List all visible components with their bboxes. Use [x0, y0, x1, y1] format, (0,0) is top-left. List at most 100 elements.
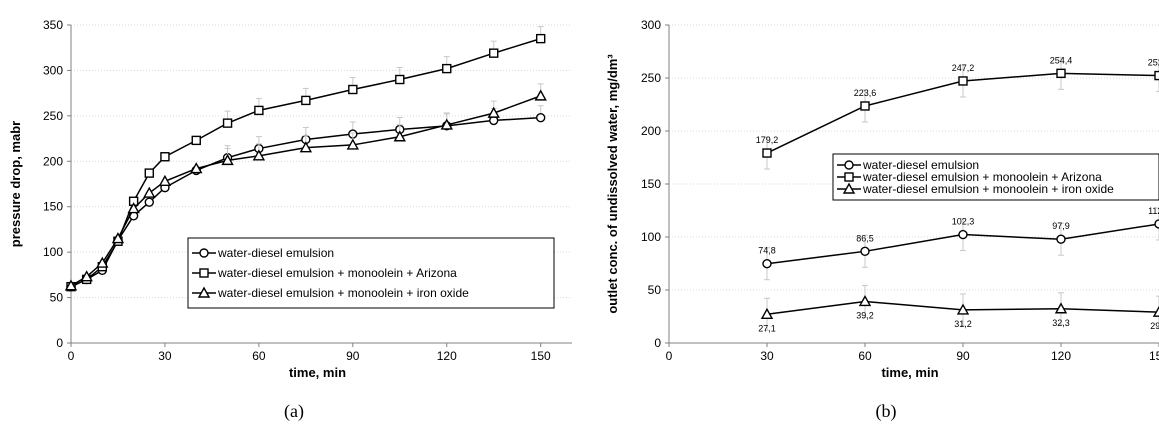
data-point-triangle [1152, 305, 1159, 317]
data-point-square [1056, 68, 1066, 79]
data-label: 39,2 [856, 310, 874, 320]
series-circle: 74,8 86,5 102,3 97,9 112,3 [758, 206, 1159, 281]
data-label: 32,3 [1052, 318, 1070, 328]
data-point-triangle [1054, 302, 1068, 314]
x-tick-label: 60 [858, 349, 872, 363]
data-point-triangle [190, 162, 203, 174]
legend-label: water-diesel emulsion + monoolein + Ariz… [862, 170, 1102, 184]
y-tick-label: 50 [648, 283, 662, 297]
legend-marker-triangle [842, 182, 856, 194]
data-point-square [348, 84, 358, 95]
y-tick-label: 250 [43, 109, 63, 123]
chart-panel-a: 0 50 100 150 200 250 300 350 0 30 60 90 120 150 time, … [8, 18, 572, 422]
x-tick-label: 90 [956, 349, 970, 363]
data-point-square [191, 135, 201, 146]
data-point-triangle [858, 295, 872, 307]
legend-marker-square [844, 172, 854, 182]
data-point-square [535, 33, 546, 44]
legend-entry: water-diesel emulsion + monoolein + iron… [837, 182, 1114, 196]
y-axis-title: outlet conc. of undissolved water, mg/dm… [605, 54, 620, 314]
data-point-triangle [393, 130, 406, 142]
y-tick-label: 0 [56, 336, 63, 350]
data-label: 179,2 [756, 135, 779, 145]
data-point-triangle [221, 153, 234, 166]
data-point-circle [958, 229, 968, 240]
data-point-triangle [158, 174, 172, 186]
data-point-circle [860, 246, 870, 257]
legend-entry: water-diesel emulsion + monoolein + Ariz… [837, 170, 1102, 184]
data-point-circle [1056, 234, 1066, 244]
legend-label: water-diesel emulsion + monoolein + iron… [217, 286, 469, 300]
series-square: 179,2 223,6 247,2 254,4 252,3 [756, 55, 1159, 170]
data-label: 223,6 [854, 88, 877, 98]
data-point-square [442, 63, 452, 74]
data-label: 252,3 [1148, 58, 1159, 68]
series-line [70, 95, 541, 287]
data-point-circle [762, 259, 772, 269]
data-label: 247,2 [952, 63, 975, 73]
data-point-triangle [440, 118, 453, 130]
legend-box [187, 237, 555, 309]
panel-caption: (b) [876, 401, 897, 422]
data-label: 86,5 [856, 233, 874, 243]
data-point-triangle [346, 138, 360, 150]
legend-entry: water-diesel emulsion + monoolein + iron… [192, 286, 469, 300]
data-point-triangle [299, 141, 313, 153]
data-point-square [222, 118, 233, 128]
legend-entry: water-diesel emulsion [837, 158, 979, 172]
y-tick-label: 50 [50, 291, 64, 305]
x-tick-label: 120 [1051, 349, 1071, 363]
legend-marker-triangle [197, 286, 211, 298]
x-tick-label: 150 [531, 349, 551, 363]
data-point-square [301, 95, 311, 106]
series-triangle: 27,1 39,2 31,2 32,3 29,1 [758, 284, 1159, 333]
data-point-circle [144, 197, 154, 207]
x-tick-label: 0 [666, 349, 673, 363]
data-point-triangle [96, 256, 109, 268]
legend-label: water-diesel emulsion + monoolein + iron… [862, 182, 1114, 196]
y-tick-label: 300 [43, 63, 63, 77]
data-point-square [489, 48, 499, 58]
series-line [70, 37, 541, 288]
y-tick-label: 300 [641, 18, 661, 32]
data-point-triangle [487, 106, 500, 118]
data-point-triangle [80, 270, 93, 282]
data-point-triangle [64, 279, 78, 291]
data-point-square [144, 168, 154, 178]
legend-marker-circle [199, 248, 209, 258]
x-tick-label: 30 [760, 349, 774, 363]
legend-label: water-diesel emulsion + monoolein + Ariz… [217, 266, 457, 280]
x-axis-title: time, min [881, 365, 938, 380]
x-tick-label: 150 [1149, 349, 1159, 363]
data-point-triangle [143, 186, 156, 198]
data-point-square [958, 76, 968, 86]
y-tick-label: 0 [654, 336, 661, 350]
x-tick-label: 30 [158, 349, 172, 363]
data-label: 29,1 [1150, 321, 1159, 331]
data-point-square [254, 105, 264, 116]
data-point-square [762, 148, 772, 158]
legend-label: water-diesel emulsion [217, 246, 334, 260]
legend-marker-circle [844, 160, 854, 170]
y-tick-label: 100 [641, 230, 661, 244]
data-point-triangle [956, 303, 970, 315]
y-tick-label: 200 [641, 124, 661, 138]
data-point-triangle [534, 89, 547, 101]
legend-entry: water-diesel emulsion [192, 246, 334, 260]
data-point-triangle [760, 307, 774, 319]
x-axis-title: time, min [289, 365, 346, 380]
series-triangle [64, 83, 547, 291]
y-tick-label: 200 [43, 154, 63, 168]
y-tick-label: 250 [641, 71, 661, 85]
data-point-circle [1154, 219, 1159, 229]
legend-label: water-diesel emulsion [862, 158, 979, 172]
data-label: 74,8 [758, 246, 776, 256]
x-tick-label: 120 [437, 349, 457, 363]
x-tick-label: 0 [68, 349, 75, 363]
legend-marker-square [199, 268, 209, 278]
legend-entry: water-diesel emulsion + monoolein + Ariz… [192, 266, 457, 280]
data-label: 102,3 [952, 217, 975, 227]
data-label: 31,2 [954, 319, 972, 329]
